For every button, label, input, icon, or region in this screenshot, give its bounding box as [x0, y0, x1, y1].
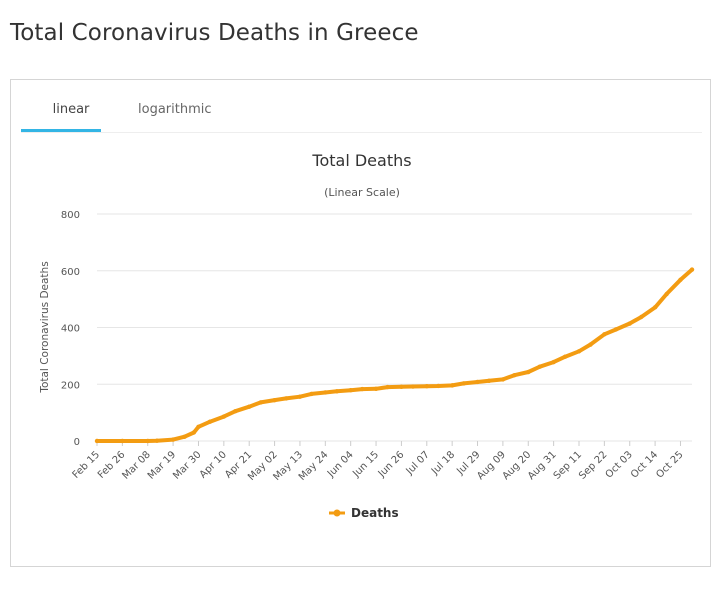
data-point — [385, 384, 390, 390]
data-point — [664, 291, 669, 297]
chart-panel: linear logarithmic Total Deaths (Linear … — [10, 79, 711, 567]
data-point — [613, 327, 619, 332]
data-point — [410, 384, 416, 389]
deaths-chart: Total Deaths (Linear Scale) Total Corona… — [39, 151, 695, 520]
data-point — [689, 267, 695, 272]
data-point — [602, 332, 607, 337]
data-point — [399, 384, 404, 390]
data-point — [154, 438, 160, 443]
data-point — [678, 277, 683, 283]
data-point — [551, 359, 556, 365]
y-tick-label: 200 — [61, 380, 80, 391]
active-tab-indicator — [21, 129, 101, 132]
legend-marker-deaths — [333, 509, 341, 517]
x-tick-label: Oct 25 — [654, 449, 685, 480]
y-tick-label: 800 — [61, 210, 80, 221]
data-point — [207, 419, 213, 424]
data-point — [475, 379, 480, 385]
tab-logarithmic[interactable]: logarithmic — [138, 102, 212, 117]
data-point — [283, 396, 289, 401]
data-point — [500, 377, 506, 382]
series-deaths — [94, 267, 695, 444]
data-point — [182, 434, 187, 439]
x-tick-label: Jul 07 — [404, 449, 432, 477]
data-point — [145, 438, 150, 444]
tab-linear[interactable]: linear — [52, 102, 90, 117]
x-tick-label: Jun 04 — [325, 449, 356, 480]
data-point — [360, 386, 365, 392]
data-point — [526, 369, 531, 375]
legend-label-deaths: Deaths — [351, 506, 399, 520]
chart-title: Total Deaths — [311, 151, 411, 170]
x-tick-label: Jun 26 — [376, 449, 407, 480]
grid — [97, 213, 692, 442]
data-point — [323, 390, 328, 395]
x-tick-label: Feb 15 — [71, 449, 103, 481]
data-point — [348, 388, 353, 393]
data-point — [537, 364, 542, 369]
data-point — [233, 409, 238, 414]
data-point — [486, 378, 492, 384]
data-point — [373, 386, 379, 391]
y-tick-label: 600 — [61, 267, 80, 278]
data-point — [449, 383, 455, 388]
y-axis-title: Total Coronavirus Deaths — [39, 261, 51, 393]
x-tick-label: Jul 18 — [429, 449, 457, 477]
data-point — [652, 305, 658, 310]
data-point — [562, 354, 568, 359]
data-point — [170, 437, 176, 442]
x-tick-label: Sep 22 — [577, 449, 609, 481]
x-tick-label: Apr 10 — [198, 449, 229, 480]
data-point — [461, 381, 466, 386]
data-point — [221, 414, 227, 419]
data-point — [120, 438, 125, 444]
y-tick-label: 0 — [74, 437, 80, 448]
page-title: Total Coronavirus Deaths in Greece — [10, 20, 419, 46]
legend[interactable]: Deaths — [329, 506, 399, 520]
chart-subtitle: (Linear Scale) — [324, 186, 400, 199]
data-point — [297, 394, 303, 399]
data-point — [191, 430, 197, 435]
data-point — [258, 400, 263, 405]
data-point — [247, 404, 252, 409]
data-point — [94, 438, 100, 444]
data-point — [627, 321, 632, 326]
x-tick-label: Oct 14 — [629, 449, 660, 480]
x-tick-label: Jun 15 — [350, 449, 381, 480]
data-point — [334, 389, 340, 394]
data-point — [639, 314, 644, 320]
y-tick-label: 400 — [61, 324, 80, 335]
data-point — [424, 384, 429, 389]
data-point — [436, 383, 441, 389]
data-point — [588, 342, 593, 347]
data-point — [196, 424, 201, 430]
data-point — [309, 391, 314, 397]
series-line-deaths — [95, 267, 694, 443]
data-point — [512, 372, 517, 378]
x-tick-label: Mar 30 — [171, 449, 203, 481]
scale-tabs: linear logarithmic — [21, 96, 702, 133]
x-tick-label: Oct 03 — [604, 449, 635, 480]
data-point — [576, 349, 582, 354]
y-axis-ticks: 0 200 400 600 800 — [61, 210, 80, 448]
data-point — [272, 397, 277, 403]
